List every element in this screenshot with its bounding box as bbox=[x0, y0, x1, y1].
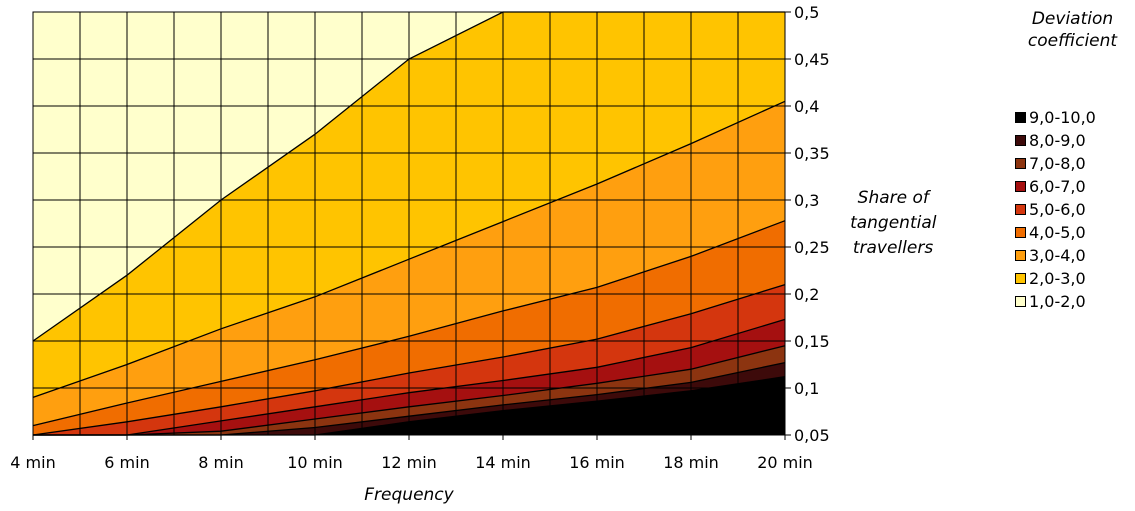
x-tick-label: 16 min bbox=[569, 453, 625, 472]
y-axis-title-line-3: travellers bbox=[853, 238, 933, 258]
legend-item: 4,0-5,0 bbox=[1015, 221, 1096, 244]
legend-label: 3,0-4,0 bbox=[1029, 246, 1086, 265]
legend-label: 8,0-9,0 bbox=[1029, 131, 1086, 150]
y-tick-label: 0,2 bbox=[794, 285, 819, 304]
legend-swatch bbox=[1015, 158, 1026, 169]
legend-item: 3,0-4,0 bbox=[1015, 244, 1096, 267]
legend-swatch bbox=[1015, 273, 1026, 284]
y-tick-label: 0,45 bbox=[794, 50, 830, 69]
legend-label: 9,0-10,0 bbox=[1029, 108, 1096, 127]
legend-label: 4,0-5,0 bbox=[1029, 223, 1086, 242]
legend-label: 6,0-7,0 bbox=[1029, 177, 1086, 196]
x-tick-label: 20 min bbox=[757, 453, 813, 472]
x-tick-label: 12 min bbox=[381, 453, 437, 472]
x-tick-label: 8 min bbox=[198, 453, 243, 472]
y-tick-label: 0,05 bbox=[794, 426, 830, 445]
x-tick-label: 10 min bbox=[287, 453, 343, 472]
x-tick-label: 14 min bbox=[475, 453, 531, 472]
y-tick-label: 0,4 bbox=[794, 97, 819, 116]
legend-swatch bbox=[1015, 227, 1026, 238]
legend-item: 8,0-9,0 bbox=[1015, 129, 1096, 152]
legend: 9,0-10,0 8,0-9,0 7,0-8,0 6,0-7,0 5,0-6,0 4,0-… bbox=[1015, 106, 1096, 313]
y-axis-ticks: 0,05 0,1 0,15 0,2 0,25 0,3 0,35 0,4 0,45 0,5 bbox=[785, 3, 830, 445]
legend-label: 7,0-8,0 bbox=[1029, 154, 1086, 173]
x-tick-label: 18 min bbox=[663, 453, 719, 472]
legend-item: 9,0-10,0 bbox=[1015, 106, 1096, 129]
legend-label: 5,0-6,0 bbox=[1029, 200, 1086, 219]
legend-label: 1,0-2,0 bbox=[1029, 292, 1086, 311]
legend-item: 5,0-6,0 bbox=[1015, 198, 1096, 221]
y-axis-title-line-1: Share of bbox=[858, 188, 932, 208]
legend-item: 6,0-7,0 bbox=[1015, 175, 1096, 198]
y-tick-label: 0,25 bbox=[794, 238, 830, 257]
contour-chart: 4 min 6 min 8 min 10 min 12 min 14 min 16 min 1… bbox=[10, 3, 942, 505]
y-tick-label: 0,3 bbox=[794, 191, 819, 210]
y-axis-title: Share of tangential travellers bbox=[850, 188, 942, 258]
legend-title: Deviation coefficient bbox=[1027, 9, 1118, 51]
legend-swatch bbox=[1015, 296, 1026, 307]
x-axis-title: Frequency bbox=[364, 485, 454, 505]
legend-swatch bbox=[1015, 181, 1026, 192]
x-tick-label: 6 min bbox=[104, 453, 149, 472]
y-tick-label: 0,1 bbox=[794, 379, 819, 398]
y-tick-label: 0,35 bbox=[794, 144, 830, 163]
legend-swatch bbox=[1015, 204, 1026, 215]
y-tick-label: 0,15 bbox=[794, 332, 830, 351]
x-axis-ticks: 4 min 6 min 8 min 10 min 12 min 14 min 16 min 1… bbox=[10, 435, 813, 472]
y-tick-label: 0,5 bbox=[794, 3, 819, 22]
legend-label: 2,0-3,0 bbox=[1029, 269, 1086, 288]
legend-swatch bbox=[1015, 250, 1026, 261]
legend-swatch bbox=[1015, 112, 1026, 123]
legend-swatch bbox=[1015, 135, 1026, 146]
y-axis-title-line-2: tangential bbox=[850, 213, 937, 233]
x-tick-label: 4 min bbox=[10, 453, 55, 472]
legend-item: 2,0-3,0 bbox=[1015, 267, 1096, 290]
legend-item: 1,0-2,0 bbox=[1015, 290, 1096, 313]
legend-item: 7,0-8,0 bbox=[1015, 152, 1096, 175]
